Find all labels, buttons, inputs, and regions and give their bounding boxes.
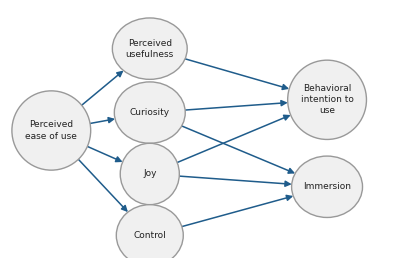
FancyArrowPatch shape	[90, 118, 113, 123]
Text: Control: Control	[133, 231, 166, 240]
Text: Joy: Joy	[143, 169, 156, 179]
Text: Curiosity: Curiosity	[130, 108, 170, 117]
Ellipse shape	[116, 205, 183, 261]
Ellipse shape	[12, 91, 91, 170]
FancyArrowPatch shape	[179, 176, 289, 186]
FancyArrowPatch shape	[78, 159, 126, 211]
Ellipse shape	[112, 18, 187, 79]
Text: Immersion: Immersion	[302, 182, 350, 191]
FancyArrowPatch shape	[81, 72, 122, 105]
Ellipse shape	[291, 156, 362, 217]
Text: Behavioral
intention to
use: Behavioral intention to use	[300, 84, 352, 115]
FancyArrowPatch shape	[87, 146, 121, 162]
FancyArrowPatch shape	[181, 195, 291, 227]
FancyArrowPatch shape	[181, 126, 293, 173]
Text: Perceived
ease of use: Perceived ease of use	[25, 120, 77, 141]
Ellipse shape	[120, 143, 179, 205]
FancyArrowPatch shape	[177, 115, 288, 163]
FancyArrowPatch shape	[184, 59, 287, 90]
Ellipse shape	[287, 60, 366, 139]
Text: Perceived
usefulness: Perceived usefulness	[126, 39, 174, 59]
FancyArrowPatch shape	[184, 101, 286, 110]
Ellipse shape	[114, 82, 185, 143]
